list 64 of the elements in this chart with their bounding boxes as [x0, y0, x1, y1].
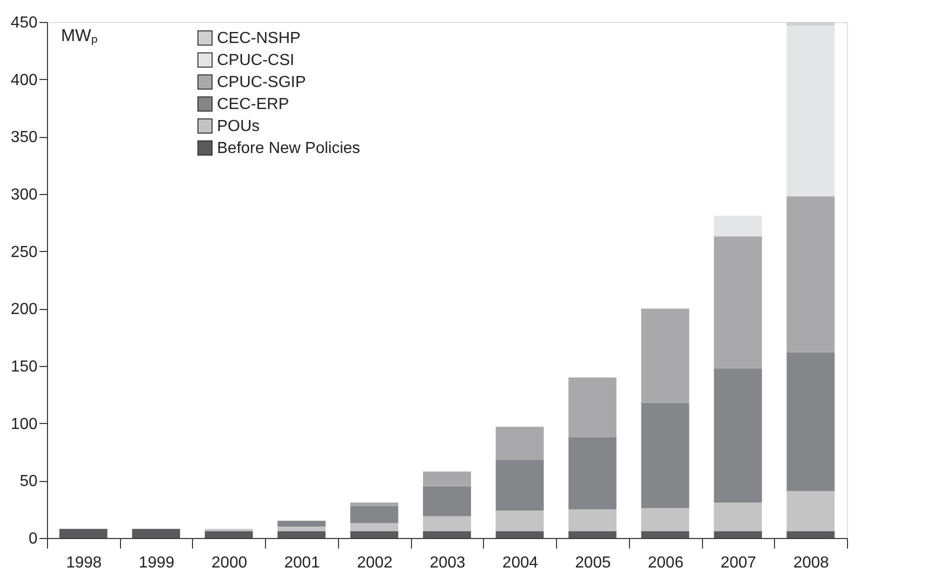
- bar: [59, 528, 108, 538]
- y-tick-label: 200: [10, 301, 38, 318]
- bar: [786, 490, 835, 532]
- x-tick-label: 2003: [430, 554, 466, 572]
- legend-label: CPUC-SGIP: [217, 74, 306, 91]
- bar: [278, 520, 326, 527]
- bar: [641, 508, 690, 532]
- y-tick-label: 400: [10, 72, 38, 89]
- bar: [568, 509, 616, 532]
- bar: [423, 531, 471, 538]
- bar: [496, 531, 544, 538]
- bar: [641, 531, 690, 538]
- x-tick-label: 2004: [502, 554, 538, 572]
- y-tick-label: 250: [10, 244, 38, 261]
- bar: [278, 526, 326, 532]
- x-tick-label: 2001: [284, 554, 320, 572]
- bar: [423, 471, 471, 486]
- y-axis-title: MWₚ: [61, 26, 98, 46]
- bar: [714, 368, 762, 502]
- bar: [423, 486, 471, 516]
- legend-label: CEC-NSHP: [217, 30, 301, 47]
- bar: [641, 402, 690, 508]
- x-tick-label: 1999: [138, 554, 174, 572]
- bar: [714, 216, 762, 236]
- bar: [496, 510, 544, 532]
- bar: [423, 516, 471, 532]
- bar: [714, 236, 762, 368]
- x-tick-label: 2007: [720, 554, 756, 572]
- bar: [496, 426, 544, 460]
- bar: [786, 352, 835, 491]
- legend-label: CPUC-CSI: [217, 52, 294, 69]
- bar: [132, 528, 180, 538]
- x-tick-label: 2008: [793, 554, 830, 572]
- bar: [350, 502, 398, 506]
- x-tick-label: 1998: [66, 554, 102, 572]
- bar: [350, 523, 398, 532]
- bar: [641, 308, 690, 403]
- bar: [714, 502, 762, 532]
- bar: [350, 531, 398, 538]
- bar: [786, 196, 835, 352]
- bar: [568, 377, 616, 438]
- x-tick-label: 2000: [212, 554, 248, 572]
- y-tick-label: 0: [28, 530, 38, 548]
- y-tick-label: 450: [10, 14, 38, 32]
- bar: [278, 531, 326, 538]
- legend-label: CEC-ERP: [217, 96, 290, 113]
- x-tick-label: 2005: [575, 554, 611, 572]
- x-tick-label: 2002: [356, 554, 393, 572]
- bar: [714, 531, 762, 538]
- bar: [786, 25, 835, 196]
- bar: [568, 437, 616, 510]
- legend-label: POUs: [217, 118, 260, 135]
- y-tick-label: 50: [20, 473, 38, 490]
- x-tick-label: 2006: [648, 554, 684, 572]
- bar: [204, 531, 253, 538]
- y-tick-label: 300: [10, 186, 38, 204]
- bar: [568, 531, 616, 538]
- bar: [496, 460, 544, 510]
- bar: [350, 506, 398, 524]
- bar: [786, 531, 835, 538]
- y-tick-label: 150: [10, 358, 38, 376]
- y-tick-label: 100: [10, 416, 38, 433]
- y-tick-label: 350: [10, 129, 38, 146]
- legend-label: Before New Policies: [217, 140, 360, 157]
